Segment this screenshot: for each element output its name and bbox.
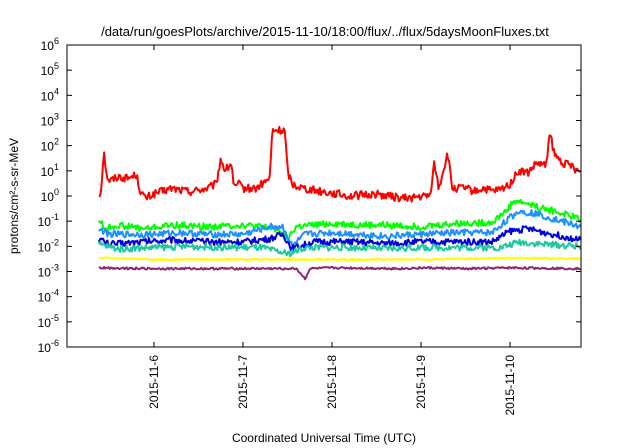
series-line-1 xyxy=(98,125,581,203)
series-line-3 xyxy=(98,209,582,247)
y-tick-label: 102 xyxy=(41,137,59,154)
x-axis-label: Coordinated Universal Time (UTC) xyxy=(232,431,416,445)
y-axis-ticks: 10-610-510-410-310-210-11001011021031041… xyxy=(38,36,581,355)
y-tick-exponent: 6 xyxy=(54,36,59,46)
x-tick-label: 2015-11-10 xyxy=(503,355,517,416)
y-tick-label: 10-5 xyxy=(38,313,59,330)
plot-area-border xyxy=(66,44,582,348)
y-tick-exponent: 1 xyxy=(54,162,59,172)
y-tick-exponent: -1 xyxy=(51,212,59,222)
y-tick-label: 10-4 xyxy=(38,288,59,305)
y-tick-label: 10-2 xyxy=(38,237,59,254)
y-tick-base: 10 xyxy=(38,266,52,280)
y-tick-exponent: 5 xyxy=(54,61,59,71)
series-layer xyxy=(97,125,582,281)
y-tick-base: 10 xyxy=(41,64,55,78)
y-tick-exponent: 0 xyxy=(54,187,59,197)
y-tick-base: 10 xyxy=(41,115,55,129)
chart-title: /data/run/goesPlots/archive/2015-11-10/1… xyxy=(101,24,549,39)
x-axis-ticks: 2015-11-6 2015-11-7 2015-11-8 2015-11-9 2015… xyxy=(147,45,517,416)
y-tick-exponent: -4 xyxy=(51,288,59,298)
y-tick-label: 103 xyxy=(41,112,59,129)
y-tick-base: 10 xyxy=(38,341,52,355)
y-tick-label: 106 xyxy=(41,36,59,53)
y-tick-base: 10 xyxy=(41,190,55,204)
y-tick-label: 105 xyxy=(41,61,59,78)
y-tick-base: 10 xyxy=(41,140,55,154)
y-tick-exponent: -5 xyxy=(51,313,59,323)
series-line-5 xyxy=(97,238,582,258)
y-tick-base: 10 xyxy=(41,39,55,53)
y-tick-label: 10-1 xyxy=(38,212,59,229)
y-tick-label: 100 xyxy=(41,187,59,204)
y-tick-label: 10-6 xyxy=(38,338,59,355)
y-tick-base: 10 xyxy=(41,165,55,179)
y-tick-base: 10 xyxy=(38,316,52,330)
series-line-6 xyxy=(98,256,581,262)
series-line-2 xyxy=(97,198,582,243)
y-tick-exponent: -6 xyxy=(51,338,59,348)
x-tick-label: 2015-11-7 xyxy=(236,355,250,409)
x-tick-label: 2015-11-8 xyxy=(325,355,339,409)
series-line-4 xyxy=(97,225,582,253)
y-axis-label: protons/cm²-s-sr-MeV xyxy=(7,138,21,254)
y-tick-exponent: 4 xyxy=(54,86,59,96)
y-tick-base: 10 xyxy=(41,89,55,103)
y-tick-exponent: -2 xyxy=(51,237,59,247)
x-tick-label: 2015-11-9 xyxy=(414,355,428,409)
y-tick-base: 10 xyxy=(38,215,52,229)
y-tick-exponent: -3 xyxy=(51,263,59,273)
y-tick-label: 10-3 xyxy=(38,263,59,280)
y-tick-base: 10 xyxy=(38,291,52,305)
y-tick-label: 104 xyxy=(41,86,59,103)
x-tick-label: 2015-11-6 xyxy=(147,355,161,409)
y-tick-exponent: 3 xyxy=(54,112,59,122)
y-tick-exponent: 2 xyxy=(54,137,59,147)
series-line-7 xyxy=(98,265,581,281)
y-tick-base: 10 xyxy=(38,240,52,254)
y-tick-label: 101 xyxy=(41,162,59,179)
